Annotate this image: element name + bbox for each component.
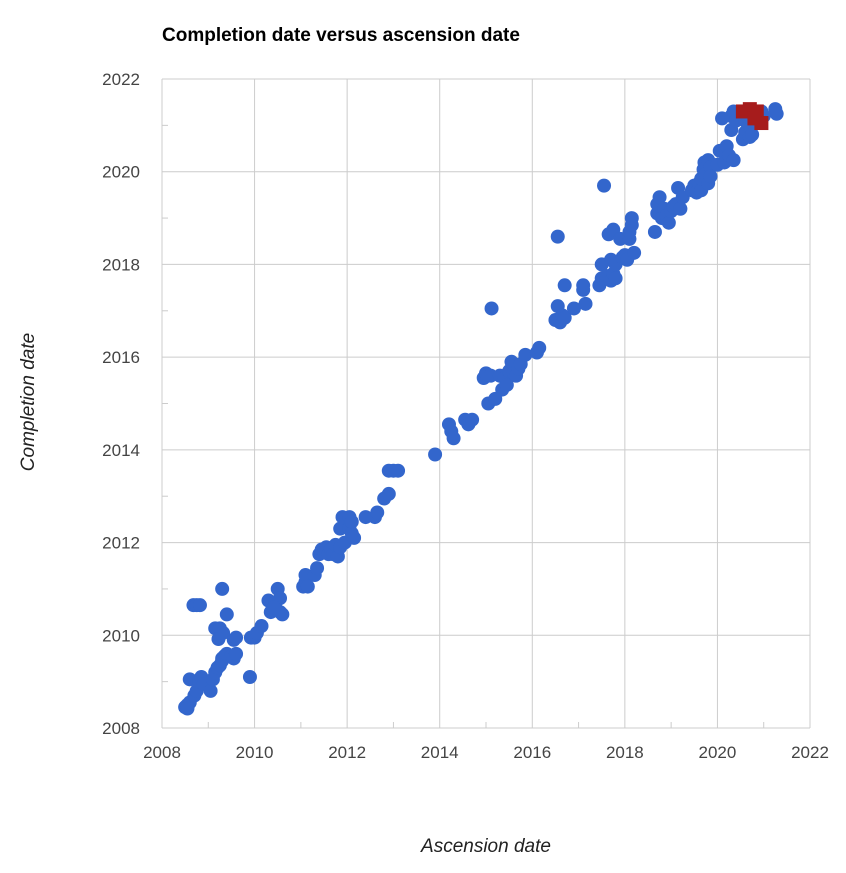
data-point [446, 431, 461, 446]
data-point [219, 607, 234, 622]
chart-title: Completion date versus ascension date [162, 25, 520, 46]
data-point [254, 619, 269, 634]
y-tick-label: 2020 [102, 163, 140, 182]
data-point [229, 630, 244, 645]
data-point [726, 153, 741, 168]
y-tick-label: 2018 [102, 255, 140, 274]
data-point [211, 631, 226, 646]
data-point [192, 598, 207, 613]
data-point [484, 301, 499, 316]
data-point [518, 347, 533, 362]
data-point [267, 600, 282, 615]
x-tick-label: 2008 [143, 743, 181, 762]
data-points [178, 102, 784, 716]
data-point [465, 412, 480, 427]
data-point [344, 514, 359, 529]
y-tick-label: 2012 [102, 534, 140, 553]
data-point [499, 377, 514, 392]
data-point [576, 278, 591, 293]
gridlines [161, 78, 811, 729]
data-point [566, 301, 581, 316]
data-point [745, 127, 760, 142]
data-point [557, 278, 572, 293]
data-point [673, 201, 688, 216]
y-tick-label: 2008 [102, 719, 140, 738]
data-point [624, 211, 639, 226]
data-point [180, 701, 195, 716]
data-point [310, 561, 325, 576]
data-point [229, 646, 244, 661]
y-tick-label: 2010 [102, 626, 140, 645]
data-point [242, 670, 257, 685]
data-point [557, 310, 572, 325]
data-point [370, 505, 385, 520]
data-point [300, 579, 315, 594]
data-point [532, 340, 547, 355]
data-point [347, 530, 362, 545]
data-point [578, 296, 593, 311]
x-tick-label: 2010 [236, 743, 274, 762]
data-point [391, 463, 406, 478]
data-point [608, 271, 623, 286]
data-point [215, 581, 230, 596]
x-axis-label: Ascension date [420, 836, 551, 857]
y-tick-label: 2014 [102, 441, 140, 460]
x-tick-label: 2018 [606, 743, 644, 762]
data-point [661, 215, 676, 230]
data-point [627, 245, 642, 260]
data-point [428, 447, 443, 462]
y-axis-label: Completion date [18, 333, 39, 471]
data-point [647, 224, 662, 239]
data-point [203, 683, 218, 698]
x-tick-label: 2012 [328, 743, 366, 762]
x-tick-label: 2022 [791, 743, 829, 762]
data-point [747, 111, 762, 126]
y-tick-label: 2016 [102, 348, 140, 367]
data-point [652, 190, 667, 205]
data-point [597, 178, 612, 193]
data-point [550, 229, 565, 244]
minor-ticks [162, 124, 765, 728]
data-point [381, 486, 396, 501]
x-tick-label: 2020 [699, 743, 737, 762]
x-axis-ticks: 2008 2010 2012 2014 2016 2018 2020 2022 [143, 743, 829, 762]
x-tick-label: 2014 [421, 743, 459, 762]
x-tick-label: 2016 [513, 743, 551, 762]
data-point [703, 169, 718, 184]
y-axis-ticks: 2008 2010 2012 2014 2016 2018 2020 2022 [102, 70, 140, 738]
data-point [769, 106, 784, 121]
y-tick-label: 2022 [102, 70, 140, 89]
